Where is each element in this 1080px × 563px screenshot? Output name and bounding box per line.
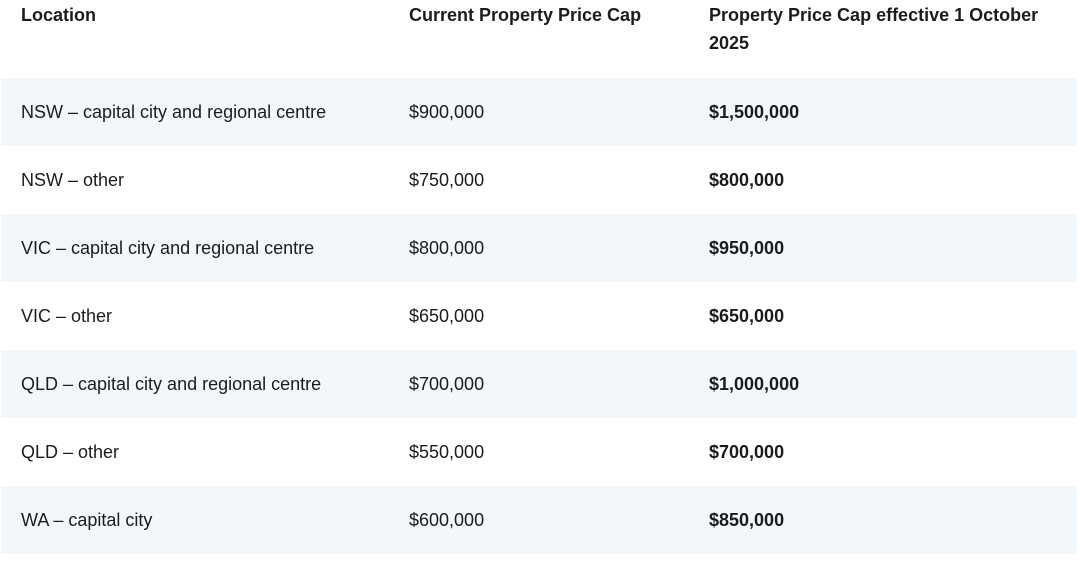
current-cap-cell: $800,000 [409,238,485,258]
new-cap-cell: $1,000,000 [709,374,800,394]
new-cap-cell: $950,000 [709,238,785,258]
table-row: VIC – other $650,000 $650,000 [1,282,1077,350]
location-cell: QLD – other [21,442,120,462]
table-row: VIC – capital city and regional centre $… [1,214,1077,282]
new-cap-cell: $800,000 [709,170,785,190]
new-cap-cell: $850,000 [709,510,785,530]
location-cell: QLD – capital city and regional centre [21,374,322,394]
current-cap-cell: $650,000 [409,306,485,326]
header-current-cap: Current Property Price Cap [409,5,642,25]
table-row: NSW – other $750,000 $800,000 [1,146,1077,214]
current-cap-cell: $900,000 [409,102,485,122]
header-new-cap: Property Price Cap effective 1 October 2… [709,5,1039,53]
current-cap-cell: $700,000 [409,374,485,394]
table-header: Location Current Property Price Cap Prop… [1,0,1077,78]
new-cap-cell: $1,500,000 [709,102,800,122]
table-row: NSW – capital city and regional centre $… [1,78,1077,146]
new-cap-cell: $650,000 [709,306,785,326]
location-cell: VIC – other [21,306,113,326]
new-cap-cell: $700,000 [709,442,785,462]
current-cap-cell: $550,000 [409,442,485,462]
current-cap-cell: $750,000 [409,170,485,190]
location-cell: WA – capital city [21,510,153,530]
location-cell: NSW – capital city and regional centre [21,102,327,122]
table-row: QLD – capital city and regional centre $… [1,350,1077,418]
location-cell: VIC – capital city and regional centre [21,238,315,258]
header-location: Location [21,5,96,25]
table-row: QLD – other $550,000 $700,000 [1,418,1077,486]
table-row: WA – capital city $600,000 $850,000 [1,486,1077,554]
current-cap-cell: $600,000 [409,510,485,530]
location-cell: NSW – other [21,170,125,190]
